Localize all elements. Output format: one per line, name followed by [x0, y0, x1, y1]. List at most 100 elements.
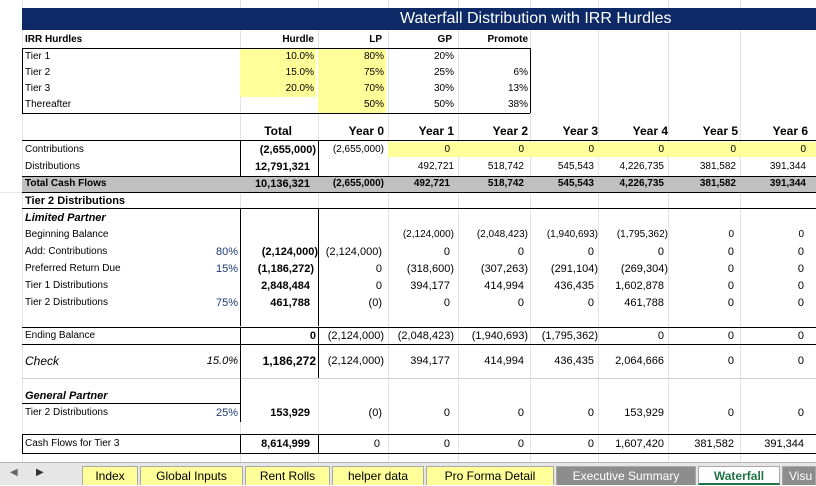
col-header-year: Year 4: [632, 124, 668, 138]
hurdle-row-lp[interactable]: 70%: [318, 81, 386, 97]
total-cash-flows-total: 10,136,321: [254, 178, 310, 190]
hurdle-row-promote: 13%: [507, 83, 528, 94]
hurdle-row-lp[interactable]: 75%: [318, 65, 386, 81]
hurdles-header-gp: GP: [437, 34, 452, 45]
tab-visu[interactable]: Visu: [782, 466, 816, 485]
contributions-year[interactable]: 0: [444, 144, 450, 155]
hurdle-row-label: Tier 2: [25, 67, 51, 78]
check-year: 436,435: [554, 355, 594, 367]
hurdle-row-hurdle[interactable]: 10.0%: [240, 49, 316, 65]
check-year: (2,124,000): [327, 355, 384, 367]
beginning-balance-year: (1,795,362): [616, 229, 668, 240]
hurdle-row-gp: 50%: [433, 99, 454, 110]
gp-heading: General Partner: [25, 390, 108, 402]
tab-index[interactable]: Index: [82, 466, 138, 485]
tier2-distributions-year: 0: [727, 297, 734, 309]
hurdles-header-hurdle: Hurdle: [282, 34, 314, 45]
add-contributions-year: 0: [727, 246, 734, 258]
gp-tier2-year: 0: [517, 407, 524, 419]
distributions-year[interactable]: 4,226,735: [619, 161, 665, 172]
contributions-year[interactable]: 0: [658, 144, 664, 155]
tier1-distributions-year: 394,177: [410, 280, 450, 292]
row-label-distributions: Distributions: [25, 161, 81, 172]
sheet-tab-bar: ◀ ▶ Index Global Inputs Rent Rolls helpe…: [0, 462, 816, 485]
distributions-year[interactable]: 391,344: [769, 161, 806, 172]
tab-global-inputs[interactable]: Global Inputs: [140, 466, 243, 485]
total-cash-flows-year: 492,721: [413, 178, 450, 189]
hurdle-row-hurdle[interactable]: 20.0%: [240, 81, 316, 97]
row-label-preferred-return: Preferred Return Due: [25, 263, 121, 274]
row-label-tier1-distributions: Tier 1 Distributions: [25, 280, 108, 291]
beginning-balance-year: (2,124,000): [402, 229, 454, 240]
tier2-distributions-year: (0): [368, 297, 382, 309]
check-year: 0: [797, 355, 804, 367]
contributions-year[interactable]: 0: [518, 144, 524, 155]
gp-tier2-total: 153,929: [270, 407, 310, 419]
tier1-distributions-year: 0: [797, 280, 804, 292]
total-cash-flows-year: 545,543: [557, 178, 594, 189]
hurdle-row-gp: 20%: [433, 51, 454, 62]
beginning-balance-year: (2,048,423): [476, 229, 528, 240]
tier2-distributions-year: 0: [443, 297, 450, 309]
preferred-return-year: 0: [797, 263, 804, 275]
hurdle-row-promote: [458, 49, 528, 65]
hurdle-row-label: Tier 3: [25, 83, 51, 94]
tier2-distributions-year: 0: [517, 297, 524, 309]
row-label-add-contributions: Add: Contributions: [25, 246, 108, 257]
tab-waterfall[interactable]: Waterfall: [698, 466, 780, 485]
cash-flows-tier3-year: 0: [517, 438, 524, 450]
distributions-year[interactable]: 381,582: [699, 161, 736, 172]
ending-balance-year: 0: [657, 330, 664, 342]
gp-tier2-year: 0: [443, 407, 450, 419]
hurdle-row-hurdle[interactable]: 15.0%: [240, 65, 316, 81]
distributions-year[interactable]: 518,742: [487, 161, 524, 172]
preferred-return-year: (318,600): [406, 263, 454, 275]
row-label-ending-balance: Ending Balance: [25, 330, 96, 341]
title-bar: [22, 8, 816, 30]
row-label-check: Check: [25, 354, 60, 368]
tab-executive-summary[interactable]: Executive Summary: [556, 466, 696, 485]
row-label-gp-tier2-distributions: Tier 2 Distributions: [25, 407, 108, 418]
distributions-year[interactable]: [318, 159, 384, 175]
add-contributions-year: 0: [797, 246, 804, 258]
total-cash-flows-year: 518,742: [487, 178, 524, 189]
contributions-year[interactable]: (2,655,000): [332, 144, 384, 155]
preferred-return-total: (1,186,272): [257, 263, 314, 275]
tier1-distributions-year: 1,602,878: [615, 280, 664, 292]
scroll-tabs-right-icon[interactable]: ▶: [36, 467, 44, 478]
scroll-tabs-left-icon[interactable]: ◀: [10, 467, 18, 478]
distributions-year[interactable]: 545,543: [557, 161, 594, 172]
hurdles-header-lp: LP: [369, 34, 382, 45]
hurdle-row-lp[interactable]: 80%: [318, 49, 386, 65]
ending-balance-year: 0: [727, 330, 734, 342]
check-year: 0: [727, 355, 734, 367]
gp-tier2-year: 153,929: [624, 407, 664, 419]
tier1-distributions-year: 0: [727, 280, 734, 292]
hurdle-row-gp: 30%: [433, 83, 454, 94]
hurdle-row-promote: 6%: [513, 67, 528, 78]
lp-heading: Limited Partner: [25, 212, 106, 224]
contributions-year[interactable]: 0: [800, 144, 806, 155]
total-cash-flows-year: 391,344: [769, 178, 806, 189]
contributions-year[interactable]: 0: [730, 144, 736, 155]
tab-helper-data[interactable]: helper data: [332, 466, 424, 485]
spreadsheet-grid[interactable]: Waterfall Distribution with IRR Hurdles …: [0, 0, 816, 462]
ending-balance-total: 0: [309, 330, 316, 342]
hurdle-row-promote: 38%: [507, 99, 528, 110]
hurdle-row-gp: 25%: [433, 67, 454, 78]
col-header-year: Year 6: [772, 124, 808, 138]
row-label-tier2-distributions: Tier 2 Distributions: [25, 297, 108, 308]
tier2-distributions-total: 461,788: [270, 297, 310, 309]
distributions-total: 12,791,321: [254, 161, 310, 173]
hurdle-row-lp[interactable]: 50%: [318, 97, 386, 113]
cash-flows-tier3-year: 0: [373, 438, 380, 450]
tab-pro-forma-detail[interactable]: Pro Forma Detail: [426, 466, 554, 485]
preferred-return-year: (307,263): [480, 263, 528, 275]
tab-rent-rolls[interactable]: Rent Rolls: [245, 466, 330, 485]
distributions-year[interactable]: 492,721: [417, 161, 454, 172]
total-cash-flows-year: (2,655,000): [332, 178, 384, 189]
check-pct: 15.0%: [206, 355, 238, 367]
col-header-year: Year 0: [348, 124, 384, 138]
contributions-year[interactable]: 0: [588, 144, 594, 155]
row-label-total-cash-flows: Total Cash Flows: [25, 178, 107, 189]
